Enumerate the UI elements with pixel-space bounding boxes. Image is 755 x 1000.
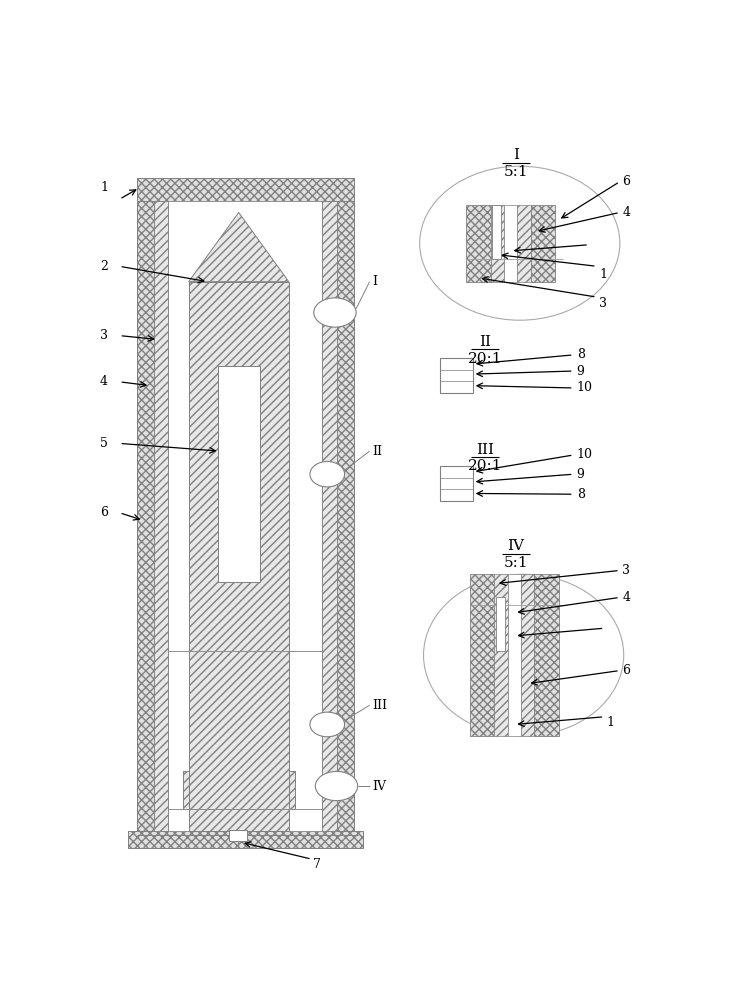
Text: I: I bbox=[513, 148, 519, 162]
Text: 3: 3 bbox=[622, 564, 630, 577]
Bar bbox=[322, 201, 337, 831]
Bar bbox=[496, 597, 505, 651]
Bar bbox=[189, 282, 288, 809]
Ellipse shape bbox=[424, 574, 624, 736]
Bar bbox=[466, 205, 491, 282]
Text: 5:1: 5:1 bbox=[504, 556, 528, 570]
Text: 9: 9 bbox=[577, 365, 584, 378]
Text: 10: 10 bbox=[577, 381, 593, 394]
Ellipse shape bbox=[420, 166, 620, 320]
Text: 2: 2 bbox=[100, 260, 108, 273]
Bar bbox=[137, 201, 154, 831]
Bar bbox=[218, 366, 260, 582]
Bar bbox=[337, 201, 354, 831]
Text: I: I bbox=[372, 275, 377, 288]
Text: 4: 4 bbox=[100, 375, 108, 388]
Bar bbox=[137, 178, 354, 201]
Bar bbox=[440, 466, 473, 501]
Ellipse shape bbox=[316, 771, 358, 801]
Text: III: III bbox=[476, 443, 494, 457]
Text: 1: 1 bbox=[599, 267, 607, 280]
Text: 5:1: 5:1 bbox=[504, 165, 528, 179]
Text: 5: 5 bbox=[100, 437, 108, 450]
Bar bbox=[288, 771, 295, 809]
Ellipse shape bbox=[310, 712, 344, 737]
Polygon shape bbox=[189, 212, 288, 282]
Text: 6: 6 bbox=[622, 175, 630, 188]
Text: 10: 10 bbox=[577, 448, 593, 461]
Bar bbox=[154, 201, 168, 831]
Text: 8: 8 bbox=[577, 488, 584, 501]
Bar bbox=[229, 830, 247, 841]
Text: III: III bbox=[372, 699, 387, 712]
Text: IV: IV bbox=[372, 780, 386, 793]
Bar bbox=[520, 574, 535, 736]
Text: 4: 4 bbox=[622, 206, 630, 219]
Text: 6: 6 bbox=[100, 506, 108, 519]
Ellipse shape bbox=[314, 298, 356, 327]
Text: 20:1: 20:1 bbox=[468, 352, 502, 366]
Bar bbox=[189, 809, 288, 831]
Text: 4: 4 bbox=[622, 591, 630, 604]
Bar bbox=[516, 205, 531, 282]
Text: 6: 6 bbox=[622, 664, 630, 677]
Text: 1: 1 bbox=[607, 716, 615, 729]
Text: II: II bbox=[372, 445, 382, 458]
Bar bbox=[535, 574, 559, 736]
Bar bbox=[492, 205, 501, 259]
Bar bbox=[531, 205, 555, 282]
Text: IV: IV bbox=[507, 539, 525, 553]
Bar bbox=[183, 771, 189, 809]
Bar bbox=[168, 201, 322, 831]
Bar bbox=[504, 205, 516, 282]
Text: II: II bbox=[479, 335, 491, 349]
Bar bbox=[440, 358, 473, 393]
Text: 9: 9 bbox=[577, 468, 584, 481]
Text: 1: 1 bbox=[100, 181, 108, 194]
Text: 3: 3 bbox=[599, 297, 607, 310]
Text: 3: 3 bbox=[100, 329, 108, 342]
Text: 20:1: 20:1 bbox=[468, 460, 502, 474]
Bar bbox=[128, 831, 363, 848]
Bar bbox=[508, 574, 520, 736]
Text: 8: 8 bbox=[577, 348, 584, 361]
Bar bbox=[491, 205, 504, 282]
Text: 7: 7 bbox=[313, 858, 322, 871]
Bar bbox=[470, 574, 495, 736]
Ellipse shape bbox=[310, 461, 344, 487]
Bar bbox=[495, 574, 508, 736]
